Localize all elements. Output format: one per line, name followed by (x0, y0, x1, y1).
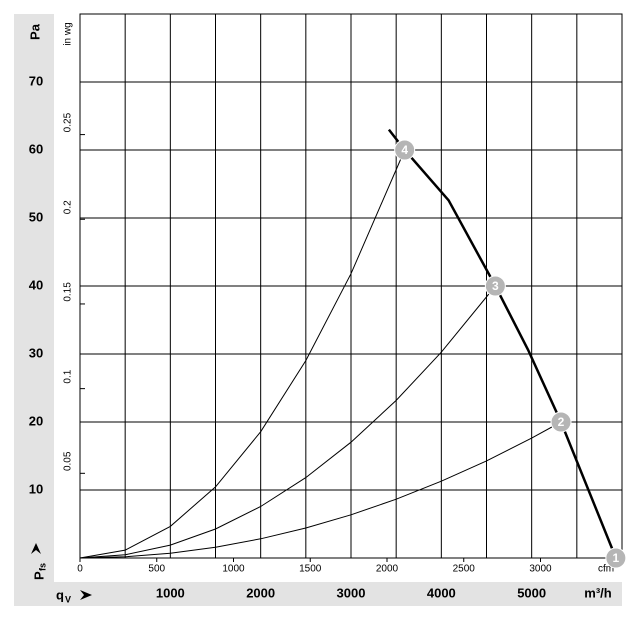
x-arrow (80, 590, 92, 600)
y-symbol-sub: fs (37, 563, 47, 571)
x-tick-label: 5000 (517, 585, 546, 600)
y-arrow (31, 543, 41, 554)
y-tick-label: 60 (29, 141, 43, 156)
operating-point-label: 4 (401, 143, 408, 157)
x-tick-label: 3000 (337, 585, 366, 600)
y2-tick-label: 0.05 (63, 451, 74, 471)
y2-tick-label: 0.25 (63, 112, 74, 132)
operating-point (484, 275, 506, 297)
x-unit: m³/h (584, 585, 612, 600)
y-tick-label: 70 (29, 73, 43, 88)
operating-point-label: 1 (613, 551, 620, 565)
x-tick-label: 2000 (246, 585, 275, 600)
x-symbol-main: q (56, 587, 64, 602)
y-symbol-main: P (31, 571, 46, 580)
curve (79, 285, 496, 559)
curve (387, 128, 618, 559)
y-symbol: P fs (31, 563, 47, 580)
y2-tick-label: 0.2 (63, 200, 74, 214)
x2-tick-label: 2500 (453, 564, 476, 575)
y-unit: Pa (27, 23, 42, 40)
y2-unit: in wg (63, 22, 74, 45)
x2-tick-label: 2000 (376, 564, 399, 575)
left-strip (14, 14, 54, 606)
x2-tick-label: 3000 (529, 564, 552, 575)
y-tick-label: 10 (29, 481, 43, 496)
x-tick-label: 1000 (156, 585, 185, 600)
x-tick-label: 4000 (427, 585, 456, 600)
bottom-strip (14, 582, 622, 606)
x2-tick-label: 0 (77, 564, 83, 575)
y2-tick-label: 0.1 (63, 369, 74, 383)
operating-point-label: 2 (558, 415, 565, 429)
curve (79, 149, 406, 559)
y-tick-label: 40 (29, 277, 43, 292)
curve (79, 421, 562, 559)
operating-point (394, 139, 416, 161)
plot (80, 14, 622, 558)
x2-tick-label: 1000 (222, 564, 245, 575)
y-tick-label: 30 (29, 345, 43, 360)
y2-tick-label: 0.15 (63, 282, 74, 302)
operating-point (605, 547, 627, 569)
y-tick-label: 50 (29, 209, 43, 224)
operating-point (550, 411, 572, 433)
x2-tick-label: 1500 (299, 564, 322, 575)
x2-tick-label: 500 (148, 564, 165, 575)
x-symbol-sub: V (65, 594, 71, 604)
y-tick-label: 20 (29, 413, 43, 428)
operating-point-label: 3 (492, 279, 499, 293)
x2-unit: cfm (598, 564, 614, 575)
